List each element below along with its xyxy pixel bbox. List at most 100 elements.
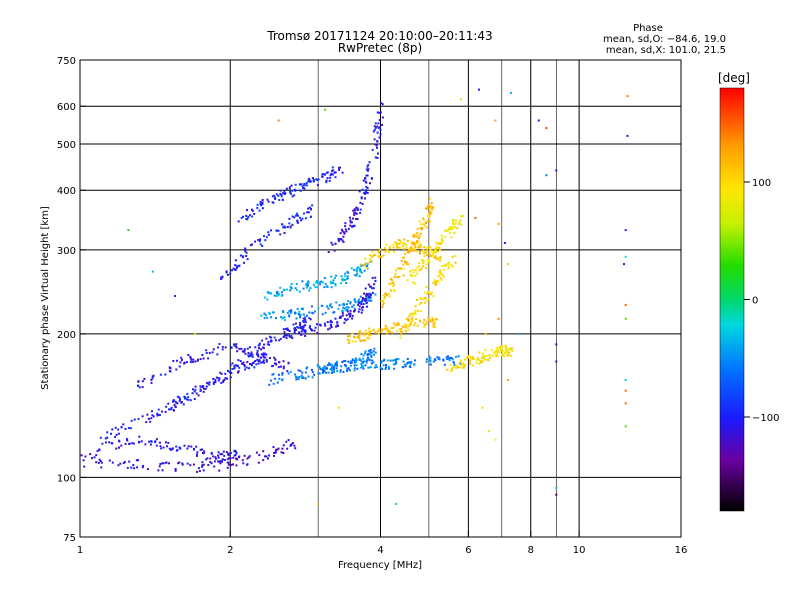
echo-point <box>247 351 250 354</box>
echo-point <box>178 396 181 399</box>
echo-point <box>304 371 307 374</box>
echo-point <box>202 463 205 466</box>
echo-point <box>222 380 225 383</box>
echo-point <box>339 371 342 374</box>
echo-point <box>173 404 176 406</box>
echo-point <box>322 369 325 371</box>
echo-point <box>241 362 244 365</box>
echo-point <box>295 378 298 381</box>
echo-point <box>302 328 305 331</box>
echo-point <box>288 315 291 318</box>
echo-point <box>161 462 164 465</box>
echo-point <box>261 207 264 210</box>
echo-point <box>503 355 506 358</box>
echo-point <box>275 317 277 320</box>
echo-point <box>374 331 377 334</box>
echo-point <box>187 445 190 448</box>
echo-point <box>283 334 286 337</box>
echo-point <box>348 339 351 342</box>
echo-point <box>365 299 368 302</box>
echo-point <box>388 367 390 370</box>
echo-point <box>181 463 184 466</box>
echo-point <box>365 174 368 177</box>
echo-point <box>439 242 442 245</box>
echo-point <box>126 438 128 441</box>
echo-point <box>356 209 359 211</box>
echo-point <box>497 222 500 225</box>
echo-point <box>149 443 152 446</box>
echo-point <box>337 406 340 409</box>
echo-point <box>406 240 409 242</box>
echo-point <box>341 310 344 313</box>
echo-point <box>431 254 433 257</box>
echo-point <box>265 455 268 458</box>
echo-point <box>374 293 377 296</box>
echo-point <box>329 303 332 306</box>
echo-point <box>423 224 426 227</box>
echo-point <box>449 369 452 372</box>
echo-point <box>246 457 249 460</box>
echo-point <box>267 200 270 203</box>
echo-point <box>193 390 196 393</box>
echo-point <box>242 462 245 465</box>
echo-point <box>378 119 381 122</box>
echo-point <box>244 352 247 355</box>
echo-point <box>272 373 275 376</box>
echo-point <box>506 379 509 381</box>
echo-point <box>191 392 194 395</box>
echo-point <box>365 267 368 269</box>
echo-point <box>403 247 406 250</box>
echo-point <box>294 183 297 186</box>
echo-point <box>282 452 285 454</box>
echo-point <box>355 269 358 272</box>
echo-point <box>358 190 361 193</box>
echo-point <box>84 455 87 458</box>
echo-point <box>99 436 102 439</box>
echo-point <box>142 464 145 467</box>
echo-point <box>339 369 342 372</box>
echo-point <box>487 359 490 362</box>
echo-point <box>307 284 310 287</box>
echo-point <box>436 250 439 253</box>
echo-point <box>120 444 123 447</box>
echo-point <box>316 282 319 284</box>
echo-point <box>440 271 442 274</box>
echo-point <box>166 445 168 448</box>
echo-point <box>314 286 317 289</box>
echo-point <box>397 246 400 249</box>
echo-point <box>405 318 408 321</box>
echo-point <box>432 323 435 326</box>
echo-point <box>222 450 225 453</box>
echo-point <box>447 261 450 264</box>
echo-point <box>555 343 558 346</box>
echo-point <box>450 236 453 239</box>
echo-point <box>344 272 347 275</box>
echo-point <box>418 235 421 238</box>
echo-point <box>364 287 367 290</box>
echo-point <box>474 216 477 219</box>
echo-point <box>413 234 416 237</box>
chart-title: Tromsø 20171124 20:10:00–20:11:43 <box>266 29 492 43</box>
echo-point <box>156 414 159 417</box>
echo-point <box>453 362 456 365</box>
echo-point <box>413 244 416 247</box>
echo-point <box>376 140 379 143</box>
echo-point <box>225 270 228 273</box>
echo-point <box>171 447 174 450</box>
echo-point <box>369 299 372 302</box>
echo-point <box>407 263 410 266</box>
echo-point <box>371 250 374 253</box>
echo-point <box>235 345 237 348</box>
echo-point <box>345 319 348 322</box>
echo-point <box>373 128 376 131</box>
echo-point <box>297 214 299 217</box>
echo-point <box>410 312 413 315</box>
echo-point <box>214 456 217 459</box>
echo-point <box>412 281 415 284</box>
echo-point <box>398 275 401 278</box>
echo-point <box>219 453 222 456</box>
echo-point <box>363 264 366 267</box>
echo-point <box>422 321 425 324</box>
echo-point <box>325 366 328 369</box>
echo-point <box>507 353 510 356</box>
